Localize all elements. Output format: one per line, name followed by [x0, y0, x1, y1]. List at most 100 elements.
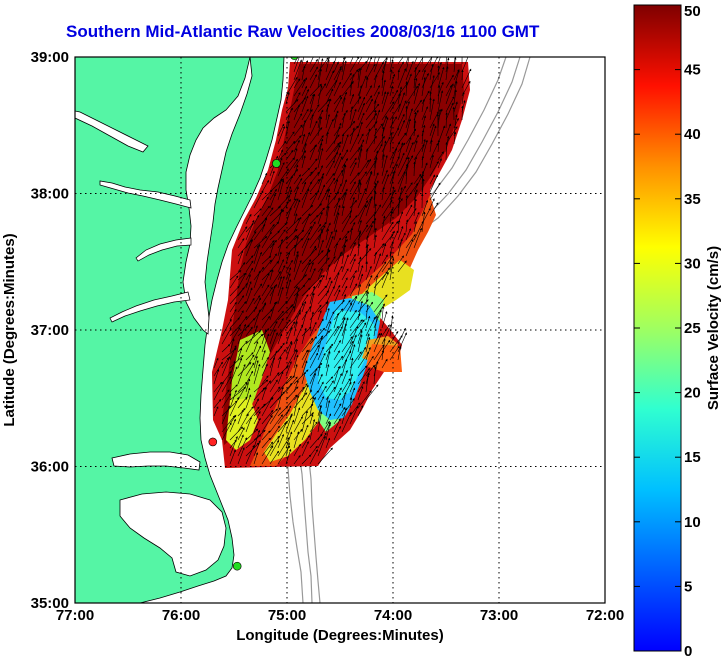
velocity-arrow — [285, 175, 293, 193]
velocity-arrow — [309, 344, 320, 361]
velocity-arrow — [389, 85, 394, 97]
velocity-arrow — [317, 432, 327, 449]
velocity-arrow — [357, 112, 365, 129]
velocity-arrow — [357, 57, 363, 65]
velocity-arrow — [397, 171, 406, 193]
velocity-arrow — [445, 57, 450, 73]
velocity-arrow — [341, 370, 348, 385]
velocity-arrow — [301, 371, 306, 385]
velocity-arrow — [301, 155, 306, 169]
velocity-arrow — [237, 272, 247, 289]
velocity-arrow — [349, 232, 361, 249]
velocity-arrow — [253, 387, 266, 401]
velocity-arrow — [405, 85, 418, 105]
velocity-arrow — [357, 330, 363, 345]
velocity-arrow — [261, 409, 274, 425]
velocity-arrow — [413, 82, 421, 105]
velocity-arrow — [333, 156, 343, 177]
velocity-arrow — [269, 408, 278, 417]
velocity-arrow — [293, 124, 303, 137]
velocity-arrow — [413, 134, 419, 145]
velocity-arrow — [389, 230, 399, 249]
velocity-arrow — [405, 118, 411, 137]
velocity-arrow — [245, 406, 260, 425]
colorbar-tick-labels: 0 5 10 15 20 25 30 35 40 45 50 — [634, 3, 701, 659]
velocity-arrow — [349, 127, 355, 145]
velocity-arrow — [309, 285, 316, 305]
velocity-arrow — [317, 336, 323, 353]
velocity-arrow — [269, 357, 276, 377]
velocity-arrow — [453, 131, 457, 145]
colorbar-tick-label: 30 — [684, 255, 701, 272]
velocity-arrow — [253, 452, 259, 465]
velocity-arrow — [309, 445, 318, 457]
velocity-arrow — [357, 265, 364, 281]
velocity-arrow — [333, 169, 344, 185]
velocity-arrow — [309, 113, 314, 129]
velocity-arrow — [285, 259, 293, 273]
velocity-arrow — [253, 333, 263, 345]
velocity-arrow — [301, 108, 309, 121]
velocity-arrow — [309, 279, 322, 297]
y-tick-label: 36:00 — [31, 459, 69, 476]
velocity-arrow — [269, 372, 280, 385]
velocity-arrow — [341, 179, 347, 193]
velocity-arrow — [221, 376, 232, 393]
velocity-arrow — [309, 419, 316, 441]
velocity-arrow — [285, 140, 296, 153]
velocity-arrow — [221, 344, 231, 353]
velocity-arrow — [325, 325, 339, 345]
velocity-arrow — [357, 405, 364, 417]
velocity-arrow — [429, 182, 441, 201]
velocity-arrow — [349, 380, 356, 393]
velocity-arrow — [333, 403, 342, 417]
velocity-arrow — [245, 274, 251, 289]
velocity-arrow — [341, 277, 348, 289]
velocity-arrow — [261, 269, 272, 281]
velocity-arrow — [365, 355, 374, 369]
velocity-arrow — [301, 327, 307, 345]
velocity-arrow — [325, 79, 338, 97]
velocity-arrow — [301, 65, 306, 81]
velocity-arrow — [373, 157, 378, 177]
velocity-arrow — [381, 271, 389, 289]
velocity-arrow — [325, 205, 330, 225]
velocity-arrow — [341, 411, 352, 433]
velocity-arrow — [317, 346, 324, 361]
velocity-arrow — [261, 430, 271, 441]
velocity-arrow — [229, 308, 237, 321]
velocity-arrow — [253, 411, 261, 425]
velocity-arrow — [253, 429, 261, 449]
velocity-arrow — [261, 255, 272, 265]
velocity-arrow — [293, 407, 301, 425]
velocity-arrow — [301, 167, 310, 177]
velocity-arrow — [373, 332, 383, 353]
velocity-arrow — [397, 260, 407, 273]
velocity-arrow — [349, 146, 361, 161]
velocity-arrow — [245, 378, 251, 393]
velocity-arrow — [413, 57, 418, 65]
velocity-arrow — [309, 292, 315, 313]
velocity-arrow — [381, 136, 391, 153]
velocity-arrow — [405, 57, 409, 65]
velocity-arrow — [285, 348, 297, 369]
velocity-arrow — [229, 386, 247, 401]
velocity-arrow — [237, 362, 252, 377]
velocity-arrow — [301, 171, 313, 185]
velocity-arrow — [373, 332, 381, 345]
velocity-arrow — [357, 144, 363, 161]
velocity-arrow — [429, 174, 436, 185]
velocity-arrow — [349, 181, 356, 193]
velocity-arrow — [285, 131, 295, 145]
velocity-arrow — [445, 102, 454, 121]
velocity-arrow — [245, 332, 255, 353]
velocity-arrow — [309, 74, 317, 89]
map-grid — [75, 57, 605, 603]
velocity-arrow — [301, 441, 309, 457]
velocity-arrow — [349, 275, 355, 289]
velocity-arrow — [221, 356, 231, 377]
velocity-arrow — [237, 347, 243, 361]
velocity-arrow — [357, 365, 368, 377]
velocity-arrow — [421, 155, 425, 169]
